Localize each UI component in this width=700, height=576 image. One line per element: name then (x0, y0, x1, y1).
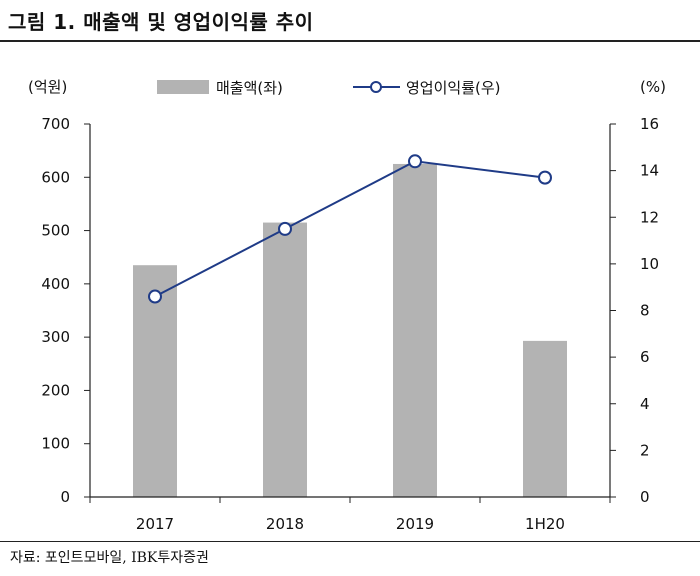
left-tick-label: 500 (41, 222, 70, 240)
line-point-2017 (148, 289, 162, 304)
left-axis-unit: (억원) (28, 78, 67, 96)
legend-bar-swatch (157, 80, 209, 94)
x-tick-label: 2019 (396, 515, 434, 533)
chart-title: 그림 1. 매출액 및 영업이익률 추이 (8, 10, 314, 34)
right-tick-label: 14 (640, 162, 659, 180)
line-series (154, 160, 546, 298)
right-tick-label: 2 (640, 441, 650, 459)
bar-2018 (263, 222, 307, 498)
right-tick-label: 4 (640, 395, 650, 413)
x-tick-label: 2017 (136, 515, 174, 533)
right-tick-label: 6 (640, 348, 650, 366)
left-tick-label: 700 (41, 115, 70, 133)
right-tick-label: 12 (640, 208, 659, 226)
line-point-2018 (278, 221, 292, 236)
line-point-2019 (408, 154, 422, 169)
line-point-1H20 (538, 170, 552, 185)
x-tick-label: 2018 (266, 515, 304, 533)
legend-bar-label: 매출액(좌) (216, 79, 283, 97)
right-tick-label: 8 (640, 302, 650, 320)
left-tick-label: 100 (41, 435, 70, 453)
legend-line-marker (370, 81, 382, 93)
right-axis-unit: (%) (640, 78, 666, 96)
left-tick-label: 200 (41, 381, 70, 399)
footer-divider (0, 541, 700, 542)
left-tick-label: 300 (41, 328, 70, 346)
right-tick-label: 10 (640, 255, 659, 273)
chart: (억원) (%) 매출액(좌) 영업이익률(우) 010020030040050… (28, 78, 666, 533)
legend-line-label: 영업이익률(우) (406, 79, 501, 97)
left-tick-label: 600 (41, 168, 70, 186)
bar-2017 (133, 265, 177, 497)
x-tick-label: 1H20 (525, 515, 565, 533)
bar-1H20 (523, 340, 567, 497)
plot-area: 0 100 200 300 400 500 600 700 0 2 4 6 8 10 12 14 16 2017 2… (41, 115, 659, 533)
bar-2019 (393, 163, 437, 497)
legend: 매출액(좌) 영업이익률(우) (157, 79, 501, 97)
right-tick-label: 16 (640, 115, 659, 133)
title-divider (0, 40, 700, 42)
source-note: 자료: 포인트모바일, IBK투자증권 (10, 550, 209, 566)
left-tick-label: 400 (41, 275, 70, 293)
right-tick-label: 0 (640, 488, 650, 506)
left-tick-label: 0 (60, 488, 70, 506)
